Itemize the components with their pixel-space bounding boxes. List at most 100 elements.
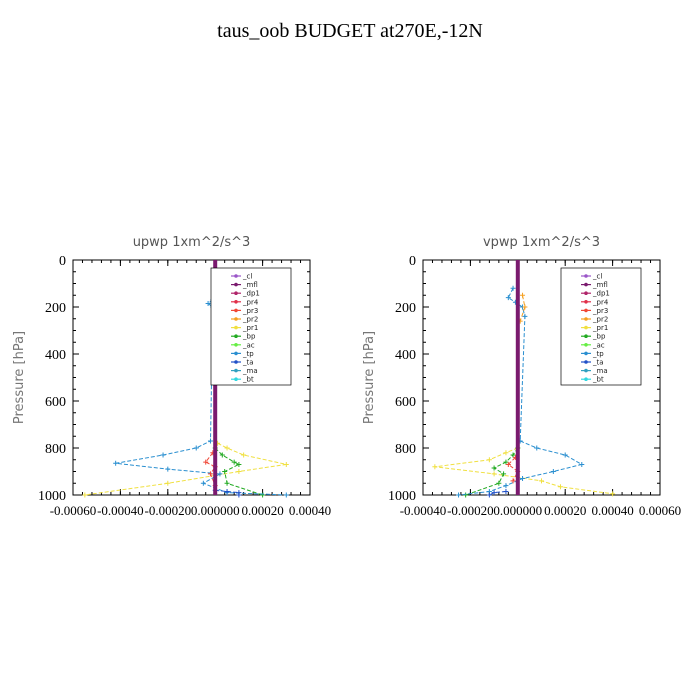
- legend-marker: [234, 291, 238, 296]
- data-point-tp: [283, 492, 289, 498]
- legend-marker: [234, 343, 238, 347]
- data-point-pr1: [432, 464, 438, 470]
- data-point-bp: [222, 469, 228, 474]
- legend-marker: [584, 351, 588, 356]
- legend-marker: [584, 308, 588, 313]
- data-point-bp: [501, 471, 507, 477]
- data-point-bp: [231, 459, 237, 465]
- x-tick-label: 0.000000: [493, 503, 542, 518]
- data-point-tp: [200, 480, 206, 486]
- data-point-pr2: [522, 304, 528, 310]
- legend-label: _ta: [242, 359, 254, 367]
- x-tick-label: 0.000000: [191, 503, 240, 518]
- legend-marker: [234, 308, 238, 313]
- legend-marker: [584, 343, 588, 347]
- legend-marker: [234, 377, 238, 382]
- legend-label: _pr2: [242, 316, 258, 324]
- data-point-pr1: [82, 492, 88, 498]
- data-point-pr1: [491, 471, 497, 477]
- data-point-pr1: [283, 461, 289, 467]
- series-line-pr2: [519, 295, 526, 322]
- data-point-pr1: [486, 457, 492, 463]
- data-point-pr3: [203, 459, 209, 465]
- legend-label: _pr3: [242, 307, 258, 315]
- data-point-bp: [496, 480, 502, 486]
- data-point-tp: [207, 438, 213, 444]
- data-point-tp: [550, 469, 556, 474]
- data-point-tp: [456, 492, 462, 498]
- legend-label: _pr4: [242, 298, 259, 306]
- data-point-pr1: [503, 450, 509, 456]
- legend-label: _dp1: [592, 290, 610, 298]
- chart-panel-1: upwp 1xm^2/s^3 Pressure [hPa] 0 200 400 600 80…: [12, 235, 331, 518]
- y-tick-label: 1000: [38, 489, 66, 504]
- series-line-bp: [465, 447, 519, 496]
- data-point-tp: [534, 445, 540, 451]
- data-point-pr3: [207, 471, 213, 477]
- y-tick-label: 0: [409, 254, 416, 269]
- legend-label: _cl: [592, 273, 602, 281]
- data-point-pr1: [610, 491, 616, 497]
- y-tick-label: 400: [395, 348, 416, 363]
- data-point-tp: [160, 452, 166, 458]
- legend-marker: [584, 360, 588, 364]
- data-point-tp: [579, 461, 585, 467]
- legend-marker: [234, 325, 238, 330]
- data-point-bp: [219, 452, 225, 458]
- legend-marker: [584, 317, 588, 321]
- legend-marker: [584, 368, 588, 373]
- x-tick-label: 0.00040: [591, 503, 633, 518]
- data-point-pr2: [520, 292, 526, 298]
- data-point-tp: [520, 476, 526, 482]
- y-tick-label: 600: [45, 395, 66, 410]
- legend-label: _pr2: [592, 316, 608, 324]
- x-tick-label: -0.00060: [50, 503, 97, 518]
- data-point-pr3: [505, 461, 511, 467]
- series-line-pr3: [204, 452, 216, 486]
- y-tick-label: 0: [59, 254, 66, 269]
- legend-label: _bp: [592, 333, 606, 341]
- legend-marker: [584, 282, 588, 287]
- legend-label: _ma: [592, 367, 608, 375]
- legend-marker: [584, 334, 588, 339]
- data-point-ta: [491, 490, 497, 496]
- x-tick-label: 0.00040: [289, 503, 331, 518]
- legend-marker: [584, 300, 588, 304]
- data-point-pr1: [236, 469, 242, 474]
- legend-marker: [234, 360, 238, 364]
- legend-marker: [234, 274, 238, 278]
- legend-label: _pr3: [592, 307, 608, 315]
- data-point-tp: [505, 295, 511, 301]
- x-tick-label: 0.00020: [241, 503, 283, 518]
- y-axis-label: Pressure [hPa]: [362, 331, 377, 424]
- legend-marker: [234, 300, 238, 304]
- x-tick-label: -0.00020: [145, 503, 192, 518]
- y-tick-label: 1000: [388, 489, 416, 504]
- legend-label: _bt: [592, 376, 604, 384]
- legend-label: _cl: [242, 273, 252, 281]
- legend-label: _tp: [592, 350, 604, 358]
- data-point-bp: [463, 492, 469, 498]
- legend-label: _tp: [242, 350, 254, 358]
- chart-title: upwp 1xm^2/s^3: [133, 235, 251, 250]
- data-point-ta: [503, 488, 509, 494]
- data-point-tp: [205, 300, 211, 306]
- legend-box: [560, 267, 642, 386]
- y-tick-label: 400: [45, 348, 66, 363]
- data-point-tp: [113, 460, 119, 466]
- data-point-bp: [236, 461, 242, 467]
- x-tick-label: -0.00040: [400, 503, 447, 518]
- legend-label: _pr1: [592, 324, 608, 332]
- data-point-tp: [522, 313, 528, 319]
- figure-title: taus_oob BUDGET at270E,-12N: [217, 20, 483, 42]
- legend-label: _pr4: [592, 298, 609, 306]
- legend-label: _dp1: [242, 290, 260, 298]
- series-line-ta: [489, 491, 506, 496]
- chart-title: vpwp 1xm^2/s^3: [483, 235, 600, 250]
- y-tick-label: 600: [395, 395, 416, 410]
- legend-label: _ac: [242, 341, 255, 349]
- legend-label: _bt: [242, 376, 254, 384]
- y-axis-label: Pressure [hPa]: [12, 331, 27, 424]
- data-point-bp: [224, 480, 230, 486]
